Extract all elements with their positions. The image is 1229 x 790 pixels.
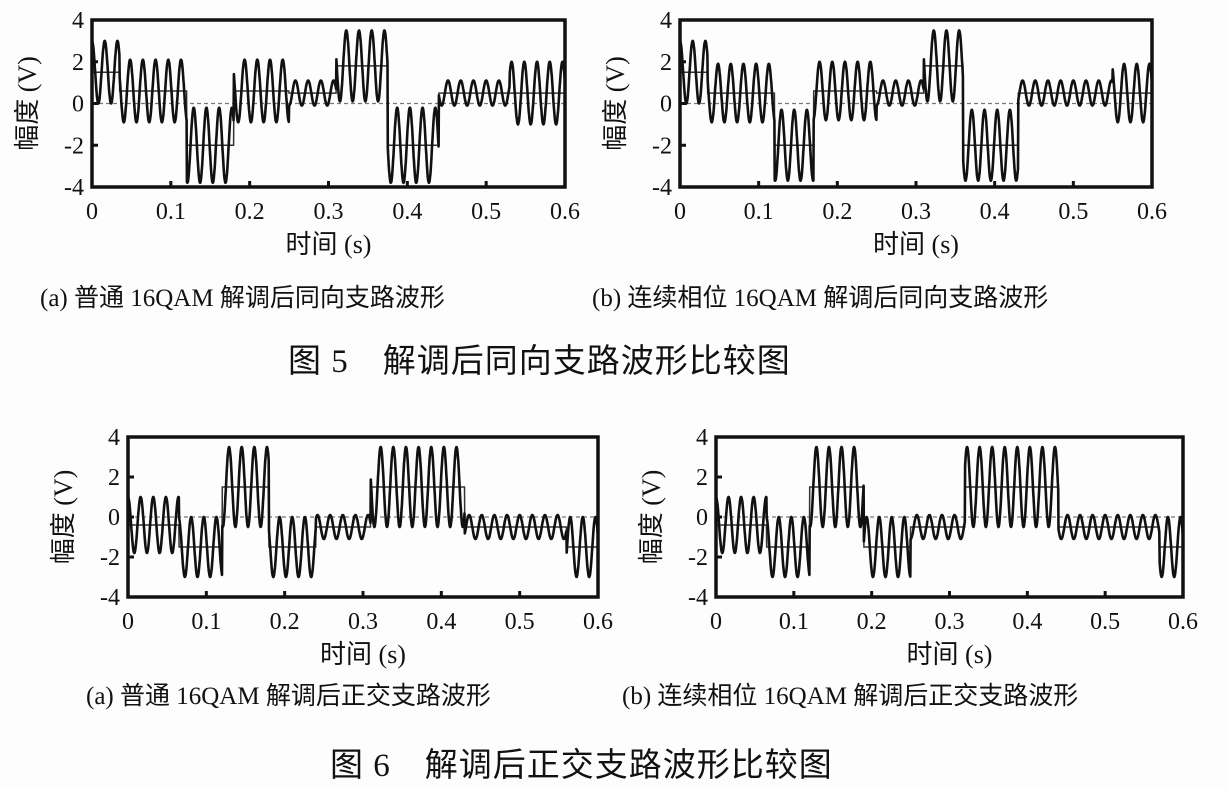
x-tick-label: 0.3	[314, 199, 344, 225]
x-tick-label: 0.2	[235, 199, 265, 225]
caption-5a: (a) 普通 16QAM 解调后同向支路波形	[40, 285, 445, 312]
x-tick-label: 0.3	[935, 609, 965, 635]
x-tick-label: 0.2	[270, 609, 300, 635]
caption-5b: (b) 连续相位 16QAM 解调后同向支路波形	[592, 285, 1049, 312]
chart-6a-quadrature-standard: 420-2-40 0.1 0.2 0.3 0.4 0.5 0.6时间 (s)幅度 (V)	[49, 425, 613, 669]
x-tick-label: 0.4	[426, 609, 456, 635]
figure-5-title: 图 5 解调后同向支路波形比较图	[288, 344, 791, 380]
x-axis-label: 时间 (s)	[873, 230, 959, 259]
y-tick-label: 4	[108, 425, 120, 451]
chart-6b-quadrature-continuous-phase: 420-2-40 0.1 0.2 0.3 0.4 0.5 0.6时间 (s)幅度 (V)	[637, 425, 1198, 669]
x-tick-label: 0.6	[1137, 199, 1167, 225]
y-tick-label: 2	[108, 465, 120, 491]
x-tick-label: 0.4	[392, 199, 422, 225]
x-tick-label: 0	[122, 609, 134, 635]
y-tick-label: -2	[652, 133, 672, 159]
figure-6-title: 图 6 解调后正交支路波形比较图	[330, 748, 833, 784]
x-tick-label: 0.1	[191, 609, 221, 635]
x-tick-label: 0.3	[348, 609, 378, 635]
y-tick-label: -4	[64, 175, 84, 201]
x-tick-label: 0.6	[550, 199, 580, 225]
x-tick-label: 0.2	[822, 199, 852, 225]
y-tick-label: 0	[108, 505, 120, 531]
x-tick-label: 0.4	[980, 199, 1010, 225]
x-tick-label: 0.6	[583, 609, 613, 635]
x-tick-label: 0	[674, 199, 686, 225]
y-tick-label: 0	[72, 92, 84, 118]
y-tick-label: -4	[652, 175, 672, 201]
x-tick-label: 0.1	[779, 609, 809, 635]
y-tick-label: 2	[660, 50, 672, 76]
x-tick-label: 0.5	[471, 199, 501, 225]
x-tick-label: 0.3	[901, 199, 931, 225]
x-tick-label: 0	[86, 199, 98, 225]
x-axis-label: 时间 (s)	[286, 230, 372, 259]
caption-6a: (a) 普通 16QAM 解调后正交支路波形	[86, 683, 491, 710]
y-tick-label: 2	[696, 465, 708, 491]
x-tick-label: 0.1	[156, 199, 186, 225]
y-axis-label: 幅度 (V)	[49, 470, 78, 565]
chart-5b-in-phase-continuous-phase: 420-2-40 0.1 0.2 0.3 0.4 0.5 0.6时间 (s)幅度 (V)	[601, 8, 1167, 259]
waveform-series	[90, 29, 567, 185]
y-tick-label: 4	[660, 8, 672, 34]
x-tick-label: 0.2	[857, 609, 887, 635]
y-tick-label: 0	[660, 92, 672, 118]
x-axis-label: 时间 (s)	[320, 640, 406, 669]
y-tick-label: -2	[64, 133, 84, 159]
x-tick-label: 0	[710, 609, 722, 635]
x-tick-label: 0.5	[1090, 609, 1120, 635]
y-axis-label: 幅度 (V)	[601, 56, 630, 151]
y-tick-label: -2	[100, 545, 120, 571]
x-axis-label: 时间 (s)	[907, 640, 993, 669]
y-axis-label: 幅度 (V)	[637, 470, 666, 565]
y-axis-label: 幅度 (V)	[13, 56, 42, 151]
y-tick-label: 0	[696, 505, 708, 531]
y-tick-label: -2	[688, 545, 708, 571]
y-tick-label: -4	[100, 585, 120, 611]
caption-6b: (b) 连续相位 16QAM 解调后正交支路波形	[622, 683, 1079, 710]
x-tick-label: 0.4	[1012, 609, 1042, 635]
y-tick-label: -4	[688, 585, 708, 611]
waveform-series	[678, 29, 1154, 182]
waveform-series	[715, 445, 1185, 579]
x-tick-label: 0.5	[505, 609, 535, 635]
y-tick-label: 4	[696, 425, 708, 451]
x-tick-label: 0.1	[744, 199, 774, 225]
y-tick-label: 4	[72, 8, 84, 34]
chart-5a-in-phase-standard: 420-2-40 0.1 0.2 0.3 0.4 0.5 0.6时间 (s)幅度 (V)	[13, 8, 580, 259]
x-tick-label: 0.6	[1168, 609, 1198, 635]
waveform-series	[127, 445, 600, 579]
x-tick-label: 0.5	[1058, 199, 1088, 225]
y-tick-label: 2	[72, 50, 84, 76]
